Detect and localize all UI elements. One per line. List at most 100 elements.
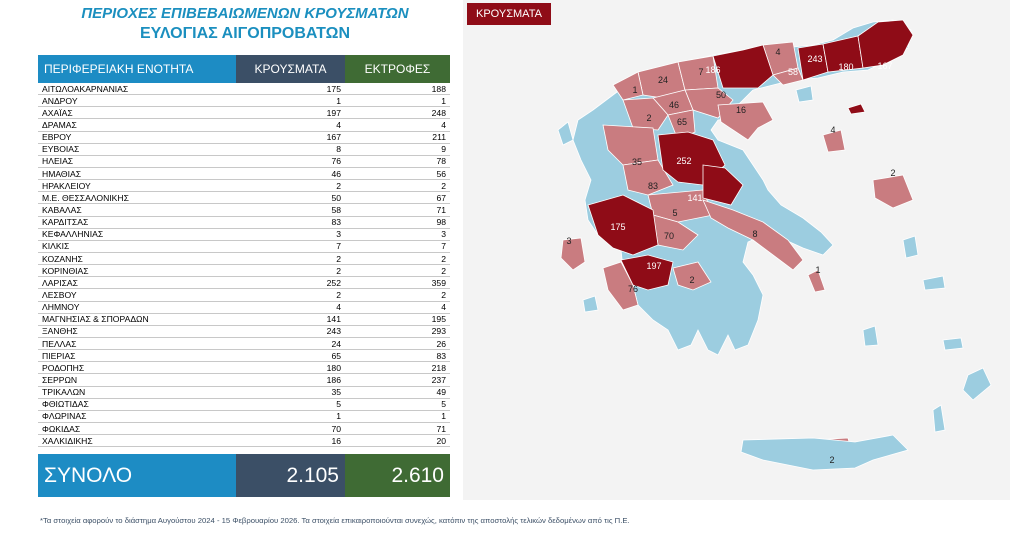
region-andros xyxy=(807,269,826,293)
row-region: ΚΕΦΑΛΛΗΝΙΑΣ xyxy=(38,228,236,241)
region-limnos xyxy=(822,129,846,153)
row-farms: 1 xyxy=(345,410,450,423)
map-count-label: 2 xyxy=(689,275,694,285)
island-rhodes xyxy=(962,367,992,401)
region-karditsa xyxy=(622,159,674,196)
map-count-label: 180 xyxy=(838,62,853,72)
row-cases: 50 xyxy=(236,191,345,205)
row-cases: 65 xyxy=(236,349,345,363)
map-count-label: 24 xyxy=(658,75,668,85)
row-cases: 5 xyxy=(236,398,345,411)
map-count-label: 186 xyxy=(705,65,720,75)
row-cases: 4 xyxy=(236,118,345,132)
table-row: ΧΑΛΚΙΔΙΚΗΣ 16 20 xyxy=(38,434,450,448)
row-cases: 197 xyxy=(236,106,345,120)
row-farms: 237 xyxy=(345,373,450,387)
row-farms: 195 xyxy=(345,313,450,326)
medium-regions xyxy=(560,41,914,469)
row-farms: 2 xyxy=(345,179,450,193)
total-farms: 2.610 xyxy=(345,454,450,497)
row-farms: 26 xyxy=(345,337,450,351)
map-count-label: 7 xyxy=(698,67,703,77)
row-region: ΠΕΛΛΑΣ xyxy=(38,337,236,351)
cases-table: ΠΕΡΙΦΕΡΕΙΑΚΗ ΕΝΟΤΗΤΑ ΚΡΟΥΣΜΑΤΑ ΕΚΤΡΟΦΕΣ … xyxy=(38,55,450,448)
row-cases: 252 xyxy=(236,276,345,290)
region-korinthia xyxy=(672,261,712,291)
table-row: ΗΡΑΚΛΕΙΟΥ 2 2 xyxy=(38,179,450,193)
row-region: ΠΙΕΡΙΑΣ xyxy=(38,349,236,363)
table-row: ΑΙΤΩΛΟΑΚΑΡΝΑΝΙΑΣ 175 188 xyxy=(38,83,450,96)
row-region: ΗΜΑΘΙΑΣ xyxy=(38,167,236,181)
row-farms: 98 xyxy=(345,216,450,229)
table-row: ΕΥΒΟΙΑΣ 8 9 xyxy=(38,143,450,156)
total-cases: 2.105 xyxy=(236,454,345,497)
row-cases: 3 xyxy=(236,228,345,241)
table-row: ΛΗΜΝΟΥ 4 4 xyxy=(38,301,450,314)
row-farms: 7 xyxy=(345,240,450,253)
row-region: ΔΡΑΜΑΣ xyxy=(38,118,236,132)
region-kozani xyxy=(622,97,669,131)
map-count-label: 2 xyxy=(890,168,895,178)
page-title: ΠΕΡΙΟΧΕΣ ΕΠΙΒΕΒΑΙΩΜΕΝΩΝ ΚΡΟΥΣΜΑΤΩΝ ΕΥΛΟΓ… xyxy=(40,4,450,44)
map-count-label: 46 xyxy=(669,100,679,110)
region-serres xyxy=(712,44,774,89)
map-count-label: 197 xyxy=(646,261,661,271)
island-thasos xyxy=(795,85,814,103)
map-count-label: 70 xyxy=(664,231,674,241)
row-cases: 70 xyxy=(236,422,345,436)
row-region: ΗΛΕΙΑΣ xyxy=(38,155,236,168)
island-zakynthos xyxy=(582,295,599,313)
blue-islands xyxy=(557,85,992,471)
table-row: ΜΑΓΝΗΣΙΑΣ & ΣΠΟΡΑΔΩΝ 141 195 xyxy=(38,313,450,326)
map-count-label: 252 xyxy=(676,156,691,166)
row-farms: 4 xyxy=(345,301,450,314)
table-row: ΦΛΩΡΙΝΑΣ 1 1 xyxy=(38,410,450,423)
row-cases: 180 xyxy=(236,361,345,375)
row-farms: 248 xyxy=(345,106,450,120)
table-row: ΚΙΛΚΙΣ 7 7 xyxy=(38,240,450,253)
row-cases: 186 xyxy=(236,373,345,387)
map-count-label: 5 xyxy=(672,208,677,218)
footnote: *Τα στοιχεία αφορούν το διάστημα Αυγούστ… xyxy=(40,516,630,525)
row-region: ΦΛΩΡΙΝΑΣ xyxy=(38,410,236,423)
row-farms: 3 xyxy=(345,228,450,241)
table-row: ΚΟΖΑΝΗΣ 2 2 xyxy=(38,252,450,266)
row-cases: 2 xyxy=(236,179,345,193)
total-row: ΣΥΝΟΛΟ 2.105 2.610 xyxy=(38,454,450,497)
region-sporades-island xyxy=(847,103,866,115)
row-farms: 67 xyxy=(345,191,450,205)
row-region: ΛΗΜΝΟΥ xyxy=(38,301,236,314)
table-row: ΑΧΑΪΑΣ 197 248 xyxy=(38,106,450,120)
table-row: ΑΝΔΡΟΥ 1 1 xyxy=(38,94,450,108)
map-count-label: 16 xyxy=(736,105,746,115)
row-region: ΤΡΙΚΑΛΩΝ xyxy=(38,386,236,399)
row-cases: 175 xyxy=(236,83,345,96)
map-count-label: 4 xyxy=(775,47,780,57)
table-row: ΔΡΑΜΑΣ 4 4 xyxy=(38,118,450,132)
row-region: ΕΒΡΟΥ xyxy=(38,131,236,144)
row-cases: 4 xyxy=(236,301,345,314)
row-region: ΛΕΣΒΟΥ xyxy=(38,288,236,302)
row-farms: 56 xyxy=(345,167,450,181)
row-cases: 24 xyxy=(236,337,345,351)
table-row: ΤΡΙΚΑΛΩΝ 35 49 xyxy=(38,386,450,399)
map-count-label: 35 xyxy=(632,157,642,167)
row-region: ΦΩΚΙΔΑΣ xyxy=(38,422,236,436)
table-row: ΚΕΦΑΛΛΗΝΙΑΣ 3 3 xyxy=(38,228,450,241)
row-region: Μ.Ε. ΘΕΣΣΑΛΟΝΙΚΗΣ xyxy=(38,191,236,205)
row-farms: 211 xyxy=(345,131,450,144)
island-crete xyxy=(740,434,909,471)
table-row: Μ.Ε. ΘΕΣΣΑΛΟΝΙΚΗΣ 50 67 xyxy=(38,191,450,205)
map-count-label: 58 xyxy=(788,67,798,77)
table-row: ΚΑΡΔΙΤΣΑΣ 83 98 xyxy=(38,216,450,229)
row-farms: 83 xyxy=(345,349,450,363)
region-lesvos xyxy=(872,174,914,209)
region-evia xyxy=(702,199,804,271)
table-row: ΛΕΣΒΟΥ 2 2 xyxy=(38,288,450,302)
total-label: ΣΥΝΟΛΟ xyxy=(38,454,236,497)
island-karpathos xyxy=(932,404,946,433)
island-kos xyxy=(942,337,964,351)
row-cases: 141 xyxy=(236,313,345,326)
row-region: ΛΑΡΙΣΑΣ xyxy=(38,276,236,290)
